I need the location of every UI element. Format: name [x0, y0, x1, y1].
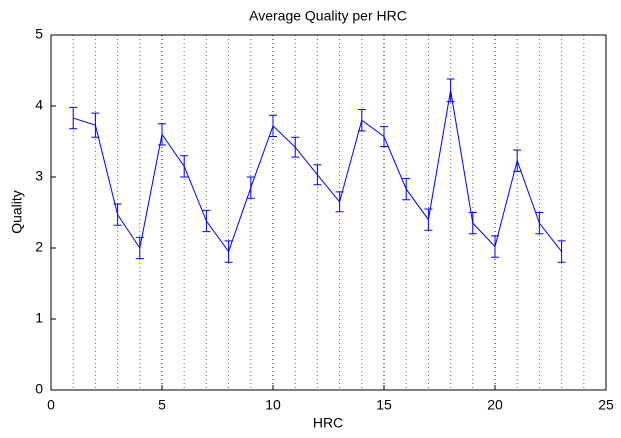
- y-tick-label: 0: [35, 381, 43, 397]
- error-bar: [158, 123, 166, 146]
- x-tick-label: 10: [265, 397, 281, 413]
- error-bar: [446, 78, 455, 103]
- y-tick-label: 1: [35, 310, 43, 326]
- x-tick-label: 20: [487, 397, 503, 413]
- error-bar: [513, 149, 522, 172]
- error-bar: [69, 106, 78, 130]
- error-bar: [468, 212, 477, 235]
- error-bar: [224, 240, 233, 263]
- error-bar: [402, 177, 411, 201]
- x-tick-label: 15: [376, 397, 392, 413]
- error-bar: [557, 240, 566, 263]
- plot-area: [50, 34, 607, 391]
- plot-frame: [50, 34, 607, 391]
- error-bar: [113, 203, 122, 226]
- error-bar: [335, 191, 344, 213]
- y-tick-label: 2: [35, 239, 43, 255]
- y-tick-label: 4: [35, 97, 43, 113]
- error-bar: [180, 155, 189, 178]
- error-bar: [313, 164, 322, 186]
- error-bar: [357, 109, 366, 132]
- y-tick-label: 3: [35, 168, 43, 184]
- error-bar: [269, 114, 277, 138]
- error-bar: [535, 212, 544, 235]
- x-axis-label: HRC: [313, 415, 343, 431]
- error-bar: [135, 236, 144, 260]
- error-bar: [202, 209, 211, 233]
- error-bar: [291, 136, 300, 158]
- x-tick-label: 25: [598, 397, 614, 413]
- error-bar: [424, 208, 433, 231]
- error-bar: [91, 112, 100, 138]
- y-tick-label: 5: [35, 26, 43, 42]
- chart-title: Average Quality per HRC: [249, 8, 407, 24]
- x-tick-label: 0: [47, 397, 55, 413]
- x-tick-label: 5: [158, 397, 166, 413]
- error-bar: [246, 176, 255, 199]
- error-bar: [380, 126, 388, 147]
- error-bar: [491, 235, 499, 258]
- y-axis-label: Quality: [9, 190, 25, 234]
